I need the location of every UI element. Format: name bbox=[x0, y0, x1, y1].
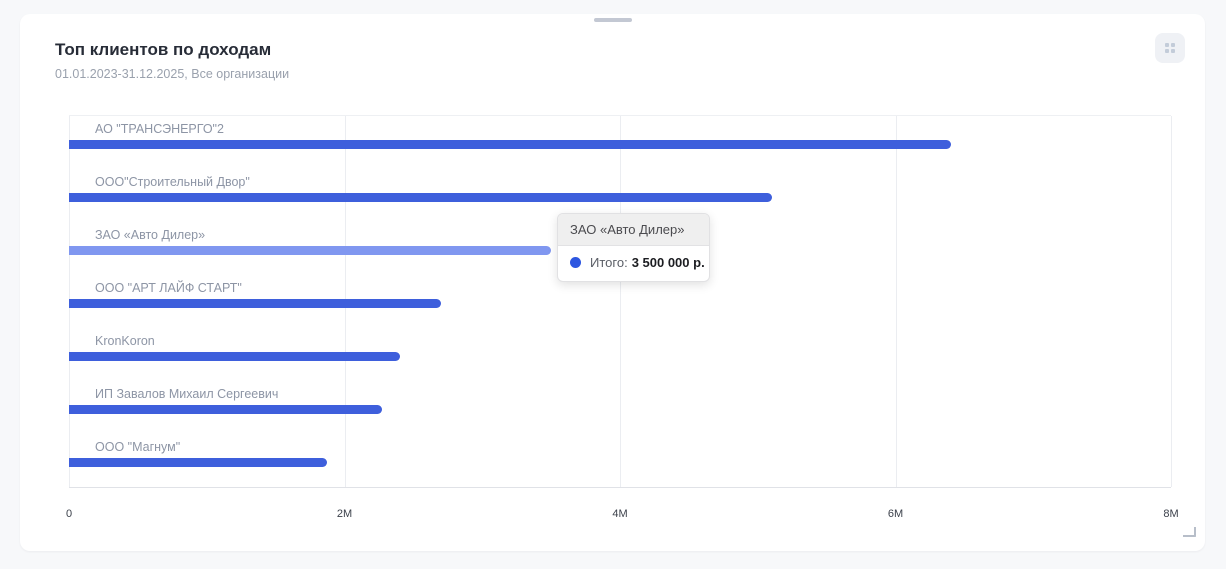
widget-subtitle: 01.01.2023-31.12.2025, Все организации bbox=[55, 67, 290, 81]
chart-row: ИП Завалов Михаил Сергеевич bbox=[69, 381, 1171, 434]
bar[interactable] bbox=[69, 193, 772, 202]
drag-handle[interactable] bbox=[594, 18, 632, 22]
gridline bbox=[1171, 116, 1172, 487]
widget-card: Топ клиентов по доходам 01.01.2023-31.12… bbox=[20, 14, 1205, 551]
series-marker-icon bbox=[570, 257, 581, 268]
bar[interactable] bbox=[69, 352, 400, 361]
tooltip: ЗАО «Авто Дилер» Итого: 3 500 000 р. bbox=[557, 213, 710, 282]
x-tick-label: 4M bbox=[612, 508, 628, 520]
category-label: ООО "Магнум" bbox=[95, 440, 181, 454]
x-axis: 0 2M 4M 6M 8M bbox=[65, 502, 1179, 520]
category-label: ООО"Строительный Двор" bbox=[95, 175, 250, 189]
tooltip-title: ЗАО «Авто Дилер» bbox=[558, 214, 709, 246]
bar[interactable] bbox=[69, 246, 552, 255]
x-tick-label: 0 bbox=[65, 508, 73, 520]
x-tick-label: 6M bbox=[887, 508, 904, 520]
x-tick-label: 8M bbox=[1163, 508, 1179, 520]
x-tick-label: 2M bbox=[336, 508, 353, 520]
tooltip-value: 3 500 000 р. bbox=[631, 255, 705, 270]
resize-handle-icon[interactable] bbox=[1183, 527, 1196, 537]
category-label: ООО "АРТ ЛАЙФ СТАРТ" bbox=[95, 281, 242, 295]
gridline bbox=[895, 116, 897, 487]
bar[interactable] bbox=[69, 299, 441, 308]
chart-row: KronKoron bbox=[69, 328, 1171, 381]
category-label: ИП Завалов Михаил Сергеевич bbox=[95, 387, 279, 401]
gridline bbox=[620, 116, 621, 487]
widget-title: Топ клиентов по доходам bbox=[55, 40, 272, 59]
tooltip-series-label: Итого: bbox=[590, 255, 628, 270]
bar[interactable] bbox=[69, 140, 951, 149]
tooltip-body: Итого: 3 500 000 р. bbox=[558, 246, 709, 281]
widget-menu-button[interactable] bbox=[1155, 33, 1185, 63]
bar[interactable] bbox=[69, 458, 327, 467]
chart-row: ООО "Магнум" bbox=[69, 434, 1171, 487]
grid-icon bbox=[1165, 43, 1175, 53]
category-label: KronKoron bbox=[95, 334, 155, 348]
chart-row: ЗАО «Авто Дилер» bbox=[69, 222, 1171, 275]
chart-row: ООО "АРТ ЛАЙФ СТАРТ" bbox=[69, 275, 1171, 328]
chart-row: ООО"Строительный Двор" bbox=[69, 169, 1171, 222]
chart-rows: АО "ТРАНСЭНЕРГО"2 ООО"Строительный Двор" З… bbox=[69, 116, 1171, 487]
category-label: АО "ТРАНСЭНЕРГО"2 bbox=[95, 122, 224, 136]
chart-row: АО "ТРАНСЭНЕРГО"2 bbox=[69, 116, 1171, 169]
bar[interactable] bbox=[69, 405, 382, 414]
category-label: ЗАО «Авто Дилер» bbox=[95, 228, 206, 242]
bar-chart-plot: АО "ТРАНСЭНЕРГО"2 ООО"Строительный Двор" З… bbox=[69, 115, 1172, 488]
